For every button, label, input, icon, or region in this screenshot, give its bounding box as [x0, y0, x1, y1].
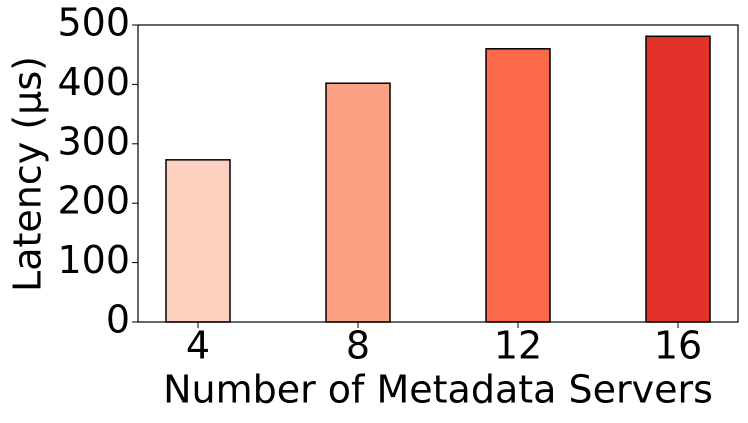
x-tick-label: 12: [494, 324, 542, 368]
x-tick-label: 8: [346, 324, 370, 368]
plot-frame: [137, 24, 739, 323]
y-axis-label: Latency (µs): [6, 56, 50, 292]
y-tick-label: 300: [57, 119, 130, 163]
bar: [165, 159, 231, 323]
x-axis-label: Number of Metadata Servers: [163, 368, 713, 412]
y-tick-label: 400: [57, 60, 130, 104]
x-tick-label: 16: [654, 324, 702, 368]
bar: [325, 82, 391, 323]
y-tick-label: 100: [57, 238, 130, 282]
x-tick-label: 4: [186, 324, 210, 368]
bar: [645, 35, 711, 323]
y-tick-label: 500: [57, 1, 130, 45]
bar: [485, 48, 551, 323]
y-tick-label: 0: [106, 298, 130, 342]
y-tick-label: 200: [57, 179, 130, 223]
